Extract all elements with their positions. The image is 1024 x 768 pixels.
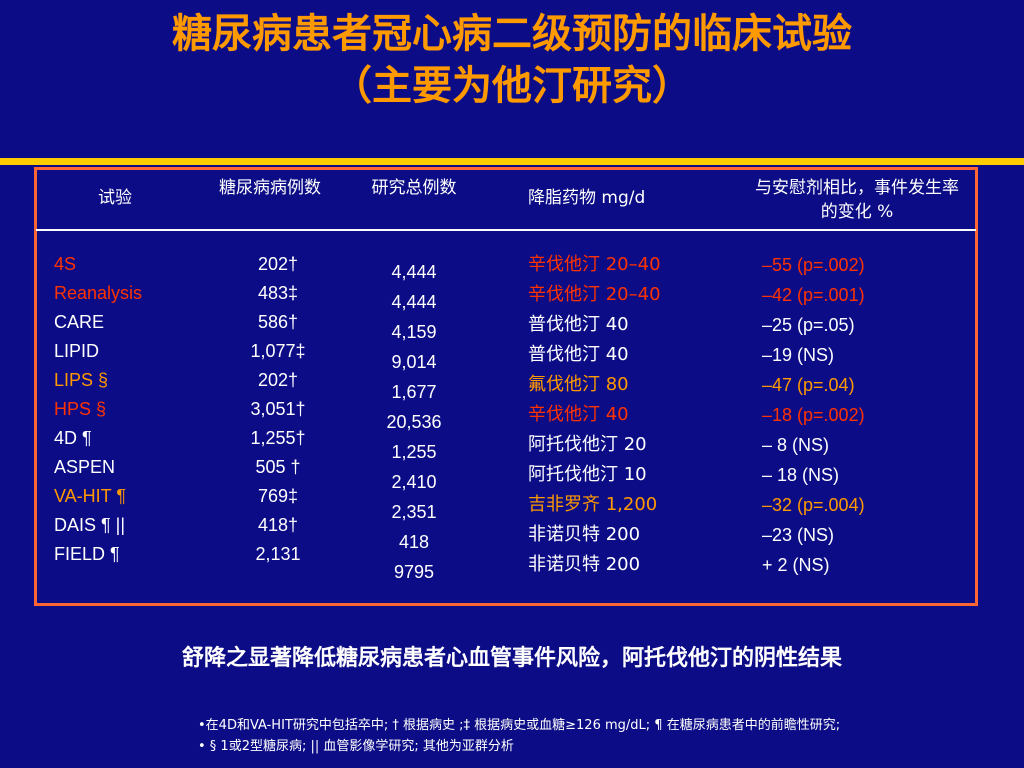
header-drug: 降脂药物 mg/d: [528, 188, 646, 208]
cell-diabetic-cases: 505 †: [255, 457, 301, 477]
cell-drug: 阿托伐他汀 20: [528, 434, 647, 455]
cell-drug: 辛伐他汀 40: [528, 404, 629, 425]
cell-total-cases: 2,351: [391, 502, 437, 522]
cell-diabetic-cases: 586†: [257, 312, 299, 332]
cell-trial: Reanalysis: [54, 283, 143, 303]
cell-trial: LIPS §: [54, 370, 109, 390]
cell-diabetic-cases: 418†: [257, 515, 299, 535]
cell-drug: 阿托伐他汀 10: [528, 464, 647, 485]
summary-text: 舒降之显著降低糖尿病患者心血管事件风险，阿托伐他汀的阴性结果: [181, 646, 842, 671]
header-trial: 试验: [98, 188, 132, 208]
cell-event-change: –23 (NS): [762, 525, 835, 545]
cell-event-change: – 18 (NS): [762, 465, 840, 485]
header-divider: [36, 229, 976, 231]
cell-diabetic-cases: 1,255†: [250, 428, 306, 448]
cell-trial: VA-HIT ¶: [54, 486, 127, 506]
slide-title: 糖尿病患者冠心病二级预防的临床试验 （主要为他汀研究）: [0, 8, 1024, 112]
footnote-1: •在4D和VA-HIT研究中包括卒中; † 根据病史 ;‡ 根据病史或血糖≥12…: [198, 718, 841, 733]
title-line-2: （主要为他汀研究）: [332, 63, 692, 109]
cell-diabetic-cases: 202†: [257, 254, 299, 274]
cell-total-cases: 1,677: [391, 382, 437, 402]
cell-event-change: –55 (p=.002): [762, 255, 865, 275]
cell-diabetic-cases: 2,131: [255, 544, 301, 564]
cell-total-cases: 9795: [393, 562, 435, 582]
footnotes: •在4D和VA-HIT研究中包括卒中; † 根据病史 ;‡ 根据病史或血糖≥12…: [198, 715, 840, 757]
cell-drug: 非诺贝特 200: [528, 524, 641, 545]
cell-event-change: – 8 (NS): [762, 435, 830, 455]
cell-total-cases: 20,536: [386, 412, 442, 432]
column-diabetic-cases: 202† 483‡ 586† 1,077‡ 202† 3,051† 1,255† 505 † 7…: [218, 250, 338, 569]
column-trial: 4S Reanalysis CARE LIPID LIPS § HPS § 4D ¶ ASPE…: [54, 250, 142, 569]
cell-diabetic-cases: 483‡: [257, 283, 299, 303]
cell-total-cases: 9,014: [391, 352, 437, 372]
column-event-change: –55 (p=.002) –42 (p=.001) –25 (p=.05) –19 (…: [762, 250, 865, 580]
cell-trial: 4S: [54, 254, 77, 274]
cell-drug: 普伐他汀 40: [528, 344, 629, 365]
cell-total-cases: 1,255: [391, 442, 437, 462]
column-drug: 辛伐他汀 20–40 辛伐他汀 20–40 普伐他汀 40 普伐他汀 40 氟伐他汀 8…: [528, 250, 661, 580]
cell-drug: 辛伐他汀 20–40: [528, 254, 661, 275]
cell-diabetic-cases: 3,051†: [250, 399, 306, 419]
cell-event-change: –18 (p=.002): [762, 405, 865, 425]
cell-drug: 吉非罗齐 1,200: [528, 494, 658, 515]
header-event-change: 与安慰剂相比，事件发生率的变化 %: [755, 178, 959, 222]
cell-total-cases: 4,444: [391, 292, 437, 312]
cell-trial: ASPEN: [54, 457, 116, 477]
header-total-cases: 研究总例数: [371, 178, 457, 198]
cell-event-change: –25 (p=.05): [762, 315, 855, 335]
cell-total-cases: 418: [398, 532, 430, 552]
cell-event-change: –47 (p=.04): [762, 375, 855, 395]
cell-drug: 普伐他汀 40: [528, 314, 629, 335]
cell-trial: 4D ¶: [54, 428, 92, 448]
cell-total-cases: 4,444: [391, 262, 437, 282]
cell-diabetic-cases: 769‡: [257, 486, 299, 506]
trials-table-border: [34, 167, 978, 606]
cell-diabetic-cases: 202†: [257, 370, 299, 390]
cell-total-cases: 4,159: [391, 322, 437, 342]
column-total-cases: 4,444 4,444 4,159 9,014 1,677 20,536 1,255 2,41…: [358, 257, 470, 587]
cell-diabetic-cases: 1,077‡: [250, 341, 306, 361]
cell-drug: 氟伐他汀 80: [528, 374, 629, 395]
cell-drug: 非诺贝特 200: [528, 554, 641, 575]
cell-event-change: –19 (NS): [762, 345, 835, 365]
cell-trial: CARE: [54, 312, 105, 332]
cell-trial: HPS §: [54, 399, 107, 419]
title-line-1: 糖尿病患者冠心病二级预防的临床试验: [172, 11, 852, 57]
cell-event-change: + 2 (NS): [762, 555, 830, 575]
cell-trial: DAIS ¶ ||: [54, 515, 126, 535]
cell-total-cases: 2,410: [391, 472, 437, 492]
cell-event-change: –32 (p=.004): [762, 495, 865, 515]
footnote-2: • § 1或2型糖尿病; || 血管影像学研究; 其他为亚群分析: [198, 739, 514, 754]
header-diabetic-cases: 糖尿病病例数: [219, 178, 321, 198]
cell-trial: FIELD ¶: [54, 544, 120, 564]
cell-drug: 辛伐他汀 20–40: [528, 284, 661, 305]
title-divider: [0, 158, 1024, 165]
cell-trial: LIPID: [54, 341, 100, 361]
cell-event-change: –42 (p=.001): [762, 285, 865, 305]
